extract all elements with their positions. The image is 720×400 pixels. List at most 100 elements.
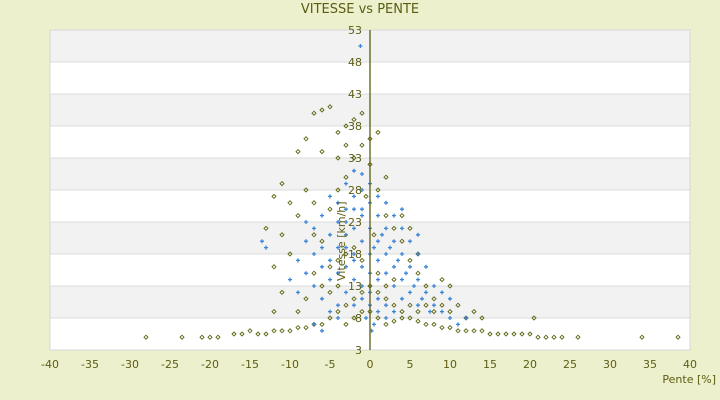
data-point bbox=[288, 277, 292, 282]
data-point bbox=[343, 142, 349, 148]
data-point bbox=[312, 252, 316, 256]
data-point bbox=[384, 303, 388, 308]
data-point bbox=[559, 334, 565, 340]
x-tick-label: -5 bbox=[325, 358, 336, 371]
data-point bbox=[408, 290, 412, 295]
data-point bbox=[360, 239, 364, 244]
x-tick-label: 10 bbox=[443, 358, 457, 371]
data-point bbox=[392, 264, 396, 269]
data-point bbox=[396, 258, 400, 263]
data-point bbox=[344, 245, 348, 250]
data-point bbox=[360, 284, 364, 288]
data-point bbox=[375, 187, 381, 193]
chart-title: VITESSE vs PENTE bbox=[300, 2, 420, 17]
data-point bbox=[376, 213, 380, 218]
data-point bbox=[239, 331, 245, 337]
data-point bbox=[392, 239, 396, 244]
data-point bbox=[335, 308, 341, 315]
data-point bbox=[335, 187, 341, 193]
y-tick-label: 23 bbox=[348, 216, 362, 229]
data-point bbox=[336, 271, 340, 276]
x-tick-label: -40 bbox=[41, 358, 59, 371]
data-point bbox=[372, 245, 376, 250]
y-tick-label: 18 bbox=[348, 248, 362, 261]
data-point bbox=[416, 277, 420, 282]
data-point bbox=[335, 155, 341, 161]
data-point bbox=[231, 331, 237, 337]
data-point bbox=[375, 315, 381, 321]
data-point bbox=[416, 232, 420, 237]
data-point bbox=[287, 200, 293, 206]
data-point bbox=[271, 193, 277, 200]
data-point bbox=[416, 252, 420, 256]
data-point bbox=[344, 220, 348, 224]
x-tick-label: 20 bbox=[523, 358, 537, 371]
data-point bbox=[375, 129, 381, 136]
data-point bbox=[543, 334, 549, 340]
data-point bbox=[423, 283, 429, 289]
data-point bbox=[376, 309, 380, 314]
data-point bbox=[404, 271, 408, 276]
data-point bbox=[455, 302, 461, 308]
data-point bbox=[359, 110, 365, 116]
data-point bbox=[399, 212, 405, 219]
y-tick-label: 48 bbox=[348, 56, 362, 69]
data-point bbox=[384, 316, 388, 320]
data-point bbox=[263, 331, 269, 337]
x-tick-label: 40 bbox=[683, 358, 697, 371]
data-point bbox=[675, 334, 681, 340]
data-point bbox=[327, 315, 333, 321]
data-point bbox=[384, 226, 388, 231]
x-tick-label: -20 bbox=[201, 358, 219, 371]
y-tick-label: 43 bbox=[348, 88, 362, 101]
data-point bbox=[311, 232, 317, 238]
data-point bbox=[247, 328, 253, 334]
data-point bbox=[303, 136, 309, 142]
y-tick-label: 33 bbox=[348, 152, 362, 165]
data-point bbox=[383, 283, 389, 289]
data-point bbox=[359, 257, 365, 264]
data-point bbox=[360, 213, 364, 218]
data-point bbox=[424, 264, 428, 269]
x-tick-label: -35 bbox=[81, 358, 99, 371]
data-point bbox=[399, 238, 405, 244]
data-point bbox=[344, 207, 348, 212]
data-point bbox=[428, 309, 432, 314]
data-point bbox=[279, 328, 285, 334]
y-axis-label: Vitesse [km/h] bbox=[335, 201, 348, 281]
data-point bbox=[376, 239, 380, 244]
data-point bbox=[360, 207, 364, 212]
data-point bbox=[328, 194, 332, 199]
data-point bbox=[336, 316, 340, 320]
data-point bbox=[372, 322, 376, 327]
data-point bbox=[295, 148, 301, 155]
data-point bbox=[351, 315, 357, 321]
data-point bbox=[383, 174, 389, 180]
data-point bbox=[311, 270, 317, 276]
data-point bbox=[179, 334, 185, 340]
data-point bbox=[336, 303, 340, 308]
data-point bbox=[440, 309, 444, 314]
data-point bbox=[412, 284, 416, 288]
data-point bbox=[344, 264, 348, 269]
x-axis-label: Pente [%] bbox=[662, 373, 716, 386]
data-point bbox=[311, 200, 317, 206]
data-point bbox=[360, 188, 364, 192]
data-point bbox=[312, 226, 316, 231]
data-point bbox=[420, 296, 424, 301]
data-point bbox=[295, 324, 301, 331]
data-point bbox=[143, 334, 149, 340]
data-point bbox=[351, 296, 357, 302]
x-tick-label: -30 bbox=[121, 358, 139, 371]
x-tick-label: 35 bbox=[643, 358, 657, 371]
data-point bbox=[352, 258, 356, 263]
data-point bbox=[431, 296, 437, 302]
data-point bbox=[375, 270, 381, 276]
data-point bbox=[295, 212, 301, 219]
data-point bbox=[415, 270, 421, 276]
data-point bbox=[328, 277, 332, 282]
data-point bbox=[639, 334, 645, 340]
data-point bbox=[320, 296, 324, 301]
